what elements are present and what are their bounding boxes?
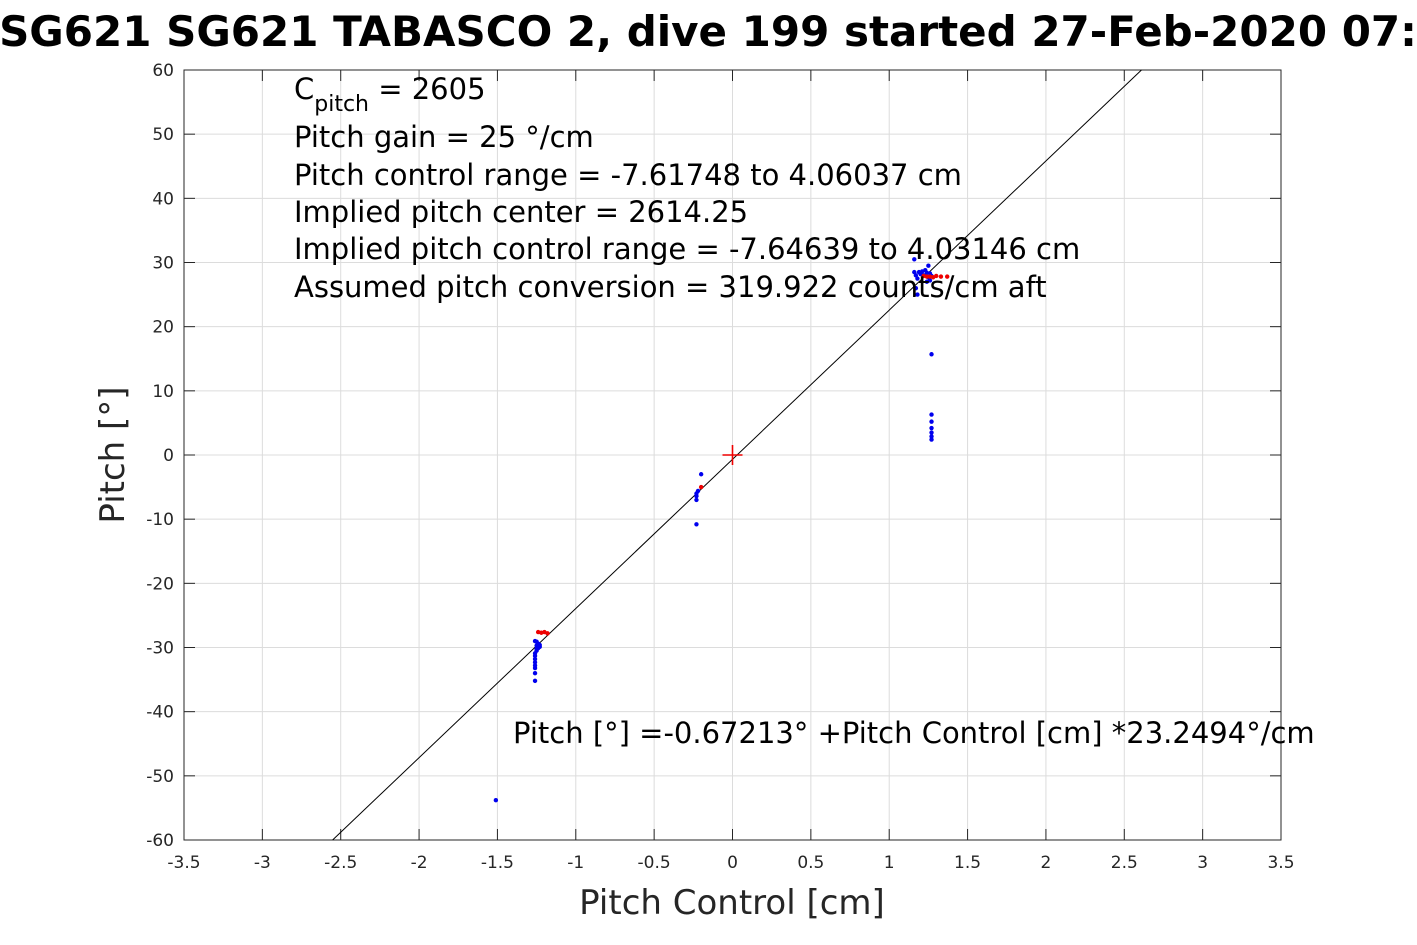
data-point — [915, 292, 920, 297]
data-point — [944, 274, 950, 279]
axis-ticks: -3.5 -3 -2.5 -2 -1.5 -1 -0.5 0 0.5 1 1.5 2 2.5 3 3.5 -6… — [146, 61, 1294, 873]
data-point — [913, 285, 919, 291]
data-point — [532, 670, 538, 676]
data-point — [924, 279, 930, 284]
x-tick-label: 1 — [884, 853, 895, 873]
y-tick-label: -60 — [146, 831, 174, 851]
data-point — [532, 656, 538, 662]
y-axis-label: Pitch [°] — [93, 386, 133, 523]
parameter-annotations: Cpitch = 2605 Pitch gain = 25 °/cm Pitch… — [294, 72, 1315, 750]
y-tick-label: -50 — [146, 767, 174, 787]
x-tick-label: 3 — [1197, 853, 1208, 873]
annotation-cpitch: Cpitch = 2605 — [294, 72, 486, 117]
x-tick-label: -0.5 — [638, 853, 671, 873]
data-point — [915, 276, 920, 281]
annotation-pitch-center: Implied pitch center = 2614.25 — [294, 195, 748, 229]
data-point — [532, 678, 538, 684]
data-point — [694, 522, 699, 527]
y-tick-label: -10 — [146, 510, 174, 530]
data-point — [929, 419, 934, 424]
data-point — [532, 663, 538, 668]
x-tick-label: 1.5 — [954, 853, 981, 873]
data-point — [532, 638, 538, 644]
chart-title: SG621 SG621 TABASCO 2, dive 199 started … — [0, 7, 1417, 56]
x-tick-label: 2 — [1041, 853, 1052, 873]
y-tick-label: 40 — [152, 189, 174, 209]
data-point — [924, 274, 930, 279]
x-tick-label: -3 — [254, 853, 271, 873]
annotation-cpitch-sub: pitch — [314, 92, 369, 117]
annotation-control-range: Pitch control range = -7.61748 to 4.0603… — [294, 158, 962, 192]
annotation-conversion: Assumed pitch conversion = 319.922 count… — [294, 270, 1047, 304]
data-point — [934, 273, 939, 279]
x-tick-label: -1 — [567, 853, 584, 873]
x-tick-label: -2.5 — [324, 853, 357, 873]
x-axis-label: Pitch Control [cm] — [579, 883, 885, 923]
data-point — [929, 430, 934, 435]
data-point — [929, 352, 934, 357]
center-marker — [722, 445, 743, 465]
y-tick-label: 10 — [152, 382, 174, 402]
annotation-cpitch-main: C — [294, 72, 314, 106]
data-point — [938, 274, 944, 279]
x-tick-label: 0 — [727, 853, 738, 873]
x-tick-label: -3.5 — [167, 853, 200, 873]
data-point — [493, 798, 499, 803]
annotation-cpitch-value: = 2605 — [369, 72, 486, 106]
data-point — [912, 257, 917, 262]
x-tick-label: 3.5 — [1267, 853, 1294, 873]
data-point — [698, 472, 704, 477]
data-point — [694, 497, 699, 503]
annotation-pitch-gain: Pitch gain = 25 °/cm — [294, 120, 594, 154]
x-tick-label: -2 — [411, 853, 428, 873]
annotation-implied-range: Implied pitch control range = -7.64639 t… — [294, 232, 1080, 266]
x-tick-label: 0.5 — [797, 853, 824, 873]
grid-lines — [184, 70, 1281, 840]
y-tick-label: 50 — [152, 125, 174, 145]
data-point — [929, 437, 934, 442]
data-points — [493, 257, 950, 803]
data-point — [537, 644, 542, 650]
y-tick-label: 0 — [163, 446, 174, 466]
x-tick-label: 2.5 — [1111, 853, 1138, 873]
data-point — [929, 425, 934, 431]
data-point — [929, 434, 934, 439]
y-tick-label: -20 — [146, 574, 174, 594]
y-tick-label: 30 — [152, 254, 174, 274]
fit-equation-label: Pitch [°] =-0.67213° +Pitch Control [cm]… — [513, 716, 1315, 750]
data-point — [695, 488, 701, 494]
x-tick-label: -1.5 — [481, 853, 514, 873]
data-point — [926, 263, 931, 268]
data-point — [532, 660, 538, 665]
y-tick-label: -30 — [146, 639, 174, 659]
data-point — [929, 412, 934, 417]
y-tick-label: 60 — [152, 61, 174, 81]
data-point — [545, 631, 550, 636]
y-tick-label: 20 — [152, 318, 174, 338]
data-point — [698, 484, 704, 490]
y-tick-label: -40 — [146, 703, 174, 723]
